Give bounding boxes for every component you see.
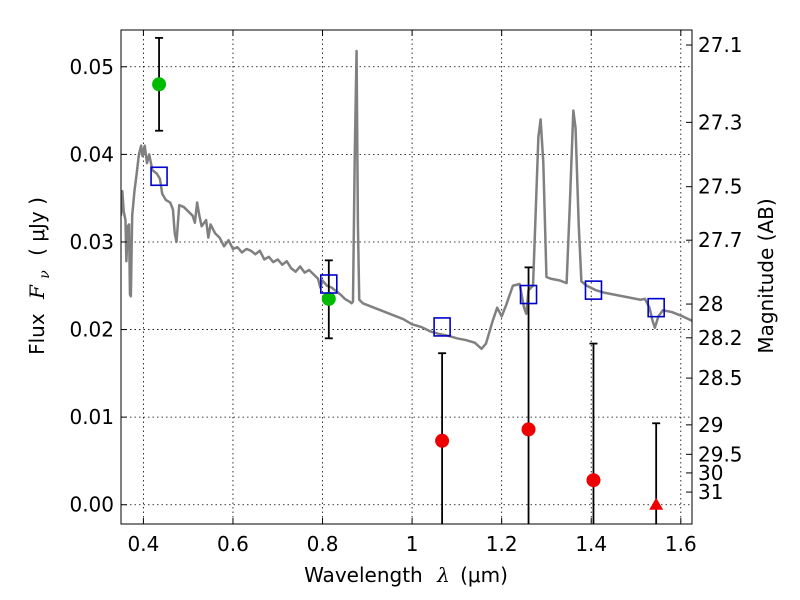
- y-axis-label-unit: ( μJy ): [25, 197, 49, 256]
- x-axis-label-prefix: Wavelength: [304, 563, 423, 587]
- axes-frame: [120, 29, 693, 525]
- upper-limit-point: [586, 473, 601, 488]
- x-tick-label: 1.4: [575, 532, 607, 556]
- x-axis-label-unit: (μm): [460, 563, 508, 587]
- model-photometry-square: [319, 274, 338, 294]
- magnitude-tick-label: 27.3: [698, 110, 743, 134]
- x-tick-label: 1.2: [486, 532, 518, 556]
- plot-content: [121, 36, 692, 524]
- upper-limit-point: [435, 433, 450, 448]
- y-tick-label: 0.03: [69, 230, 114, 254]
- magnitude-tick-label: 28.2: [698, 326, 743, 350]
- x-axis-label-symbol: λ: [436, 563, 450, 587]
- x-tick-label: 1.6: [665, 532, 697, 556]
- y-tick-label: 0.04: [69, 142, 114, 166]
- y-axis-label: Flux F ν ( μJy ): [25, 197, 54, 355]
- sed-model-line: [121, 49, 692, 351]
- ticks: 0.4 0.6 0.8 1 1.2 1.4 1.6 0.00 0.01 0.02 0.03 0.04 0…: [69, 30, 743, 556]
- model-photometry-square: [433, 317, 451, 337]
- magnitude-tick-label: 27.1: [698, 33, 743, 57]
- upper-limit-point: [521, 422, 536, 437]
- y-axis-label-subscript: ν: [37, 270, 53, 279]
- x-tick-label: 1: [406, 532, 419, 556]
- magnitude-tick-label: 27.7: [698, 228, 743, 252]
- y-axis-label-symbol: F: [25, 284, 49, 300]
- magnitude-tick-label: 30: [698, 461, 723, 485]
- model-photometry-square: [150, 166, 168, 187]
- model-photometry-square: [519, 284, 538, 305]
- y-tick-label: 0.05: [69, 55, 114, 79]
- x-tick-label: 0.4: [127, 532, 159, 556]
- plot-area: [121, 36, 692, 524]
- grid: [121, 30, 692, 524]
- magnitude-tick-label: 29.5: [698, 442, 743, 466]
- magnitude-tick-label: 27.5: [698, 175, 743, 199]
- model-photometry-square: [584, 280, 603, 300]
- detection-point: [152, 77, 167, 92]
- detection-point: [321, 291, 336, 306]
- y-tick-label: 0.02: [69, 318, 114, 342]
- magnitude-tick-label: 29: [698, 413, 723, 437]
- magnitude-axis-label: Magnitude (AB): [754, 198, 778, 353]
- upper-limit-triangle: [649, 497, 664, 510]
- x-tick-label: 0.8: [307, 532, 339, 556]
- x-tick-label: 0.6: [217, 532, 249, 556]
- y-tick-label: 0.01: [69, 405, 114, 429]
- y-axis-label-prefix: Flux: [25, 313, 49, 355]
- magnitude-tick-label: 28: [698, 292, 723, 316]
- magnitude-tick-label: 28.5: [698, 366, 743, 390]
- y-tick-label: 0.00: [69, 493, 114, 517]
- x-axis-label: Wavelength λ (μm): [304, 563, 508, 587]
- model-photometry-square: [647, 297, 665, 318]
- magnitude-tick-label: 31: [698, 480, 723, 504]
